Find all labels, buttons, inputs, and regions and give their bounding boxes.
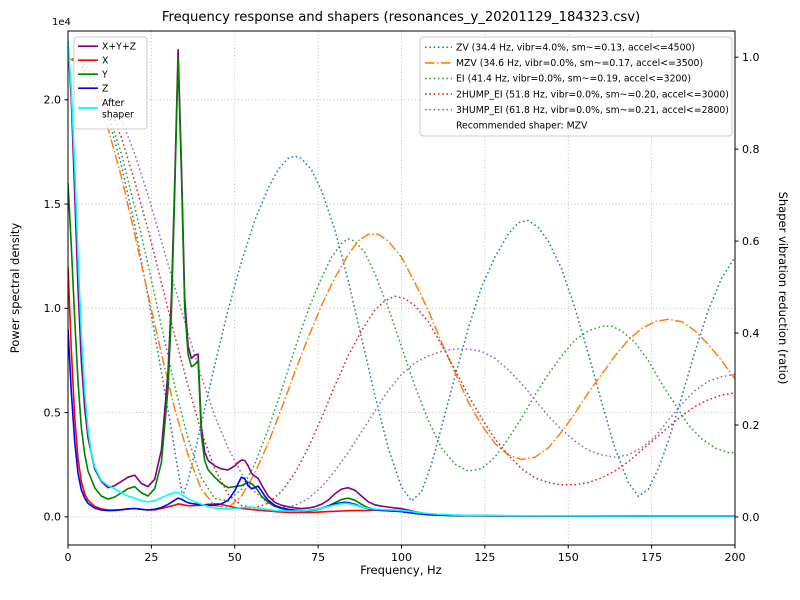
y-right-tick-label: 0.0 <box>742 511 760 524</box>
shaper-curve-ei <box>68 56 735 502</box>
psd-curves <box>68 41 735 517</box>
y-right-tick-label: 0.6 <box>742 235 760 248</box>
x-ticks: 0 25 50 75 100 125 150 175 200 <box>65 545 746 564</box>
recommended-shaper-note: Recommended shaper: MZV <box>456 121 588 132</box>
chart-title: Frequency response and shapers (resonanc… <box>162 10 640 25</box>
shaper-curves <box>68 56 735 509</box>
x-tick-label: 200 <box>725 551 746 564</box>
legend-label-ei: EI (41.4 Hz, vibr=0.0%, sm~=0.19, accel<… <box>456 74 691 85</box>
y-left-tick-label: 1.5 <box>44 198 62 211</box>
legend-item-ei: EI (41.4 Hz, vibr=0.0%, sm~=0.19, accel<… <box>425 74 691 85</box>
x-axis-label: Frequency, Hz <box>360 563 441 577</box>
legend-label-y: Y <box>101 70 108 81</box>
shaper-legend: ZV (34.4 Hz, vibr=4.0%, sm~=0.13, accel<… <box>419 36 733 137</box>
shaper-curve-3hump-ei <box>68 56 735 509</box>
x-tick-label: 25 <box>144 551 158 564</box>
shaper-curve-2hump-ei <box>68 56 735 509</box>
x-tick-label: 150 <box>558 551 579 564</box>
legend-item-mzv: MZV (34.6 Hz, vibr=0.0%, sm~=0.17, accel… <box>425 58 703 69</box>
x-tick-label: 100 <box>391 551 412 564</box>
legend-label-mzv: MZV (34.6 Hz, vibr=0.0%, sm~=0.17, accel… <box>456 58 703 69</box>
legend-label-after-shaper-line0: After <box>102 98 125 109</box>
legend-item-z: Z <box>78 84 108 95</box>
y-left-tick-label: 2.0 <box>44 94 62 107</box>
legend-item-zv: ZV (34.4 Hz, vibr=4.0%, sm~=0.13, accel<… <box>425 43 695 54</box>
x-tick-label: 125 <box>474 551 495 564</box>
legend-item-2hump-ei: 2HUMP_EI (51.8 Hz, vibr=0.0%, sm~=0.20, … <box>425 89 729 100</box>
legend-label-2hump-ei: 2HUMP_EI (51.8 Hz, vibr=0.0%, sm~=0.20, … <box>456 89 729 100</box>
shaper-legend-box <box>419 36 733 137</box>
legend-label-zv: ZV (34.4 Hz, vibr=4.0%, sm~=0.13, accel<… <box>456 43 695 54</box>
legend-label-z: Z <box>102 84 108 95</box>
y-right-axis-label: Shaper vibration reduction (ratio) <box>776 192 790 385</box>
legend-item-x: X <box>78 56 109 67</box>
y-right-tick-label: 0.8 <box>742 143 760 156</box>
x-tick-label: 175 <box>641 551 662 564</box>
y-right-tick-label: 1.0 <box>742 51 760 64</box>
legend-label-x-y-z: X+Y+Z <box>102 42 136 53</box>
legend-item-3hump-ei: 3HUMP_EI (61.8 Hz, vibr=0.0%, sm~=0.21, … <box>425 105 729 116</box>
psd-curve-z <box>68 329 735 517</box>
y-left-axis-label: Power spectral density <box>8 223 22 354</box>
y-left-offset-text: 1e4 <box>52 17 71 28</box>
shaper-curve-zv <box>68 56 735 503</box>
x-tick-label: 0 <box>65 551 72 564</box>
y-right-ticks: 0.0 0.2 0.4 0.6 0.8 1.0 <box>735 51 760 524</box>
legend-item-x-y-z: X+Y+Z <box>78 42 136 53</box>
y-left-tick-label: 0.5 <box>44 406 62 419</box>
legend-label-x: X <box>102 56 109 67</box>
x-tick-label: 50 <box>228 551 242 564</box>
shaper-curve-mzv <box>68 56 735 509</box>
legend-item-y: Y <box>78 70 108 81</box>
y-left-tick-label: 0.0 <box>44 511 62 524</box>
x-tick-label: 75 <box>311 551 325 564</box>
psd-curve-after-shaper <box>68 41 735 517</box>
y-left-ticks: 0.0 0.5 1.0 1.5 2.0 <box>44 94 68 524</box>
y-left-tick-label: 1.0 <box>44 302 62 315</box>
y-right-tick-label: 0.4 <box>742 327 760 340</box>
legend-label-after-shaper-line1: shaper <box>102 110 134 121</box>
y-right-tick-label: 0.2 <box>742 419 760 432</box>
legend-label-3hump-ei: 3HUMP_EI (61.8 Hz, vibr=0.0%, sm~=0.21, … <box>456 105 729 116</box>
